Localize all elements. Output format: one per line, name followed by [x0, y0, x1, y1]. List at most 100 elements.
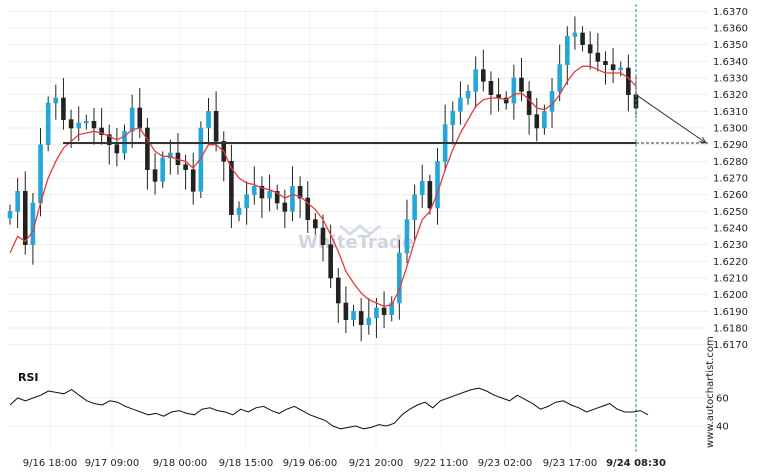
- x-tick-label: 9/22 11:00: [414, 458, 468, 469]
- candles: [7, 16, 639, 342]
- y-tick-label: 1.6330: [713, 74, 748, 85]
- candle-body: [152, 169, 158, 182]
- candle-body: [419, 181, 425, 195]
- x-axis-ticks: 9/16 18:00 9/17 09:00 9/18 00:00 9/18 15:00…: [23, 458, 666, 469]
- candle-body: [290, 186, 295, 212]
- candle-body: [259, 186, 265, 199]
- y-tick-label: 1.6370: [713, 7, 748, 18]
- candle-body: [526, 91, 532, 115]
- candle-body: [450, 111, 456, 125]
- y-tick-label: 1.6250: [713, 207, 748, 218]
- candle-body: [618, 67, 624, 70]
- candle-body: [473, 69, 478, 92]
- candle-body: [190, 169, 196, 192]
- source-text: www.autochartist.com: [705, 336, 716, 448]
- candle-body: [15, 191, 20, 212]
- candle-body: [145, 127, 150, 170]
- candle-body: [503, 97, 509, 104]
- candle-body: [206, 111, 211, 129]
- projection-arrowhead: [699, 136, 708, 144]
- candle-body: [557, 64, 562, 92]
- candle-body: [465, 91, 471, 99]
- rsi-tick-label: 60: [716, 394, 729, 405]
- candle-body: [274, 191, 280, 204]
- y-tick-label: 1.6320: [713, 90, 748, 101]
- candle-body: [404, 219, 410, 254]
- y-tick-label: 1.6230: [713, 240, 748, 251]
- candle-body: [328, 244, 333, 279]
- rsi-panel: RSI 60 40: [9, 371, 729, 433]
- moving-average: [9, 65, 637, 308]
- y-tick-label: 1.6290: [713, 140, 748, 151]
- candle-body: [412, 194, 417, 220]
- candle-body: [481, 69, 486, 82]
- candle-body: [68, 119, 74, 129]
- x-tick-label: 9/16 18:00: [23, 458, 77, 469]
- y-tick-label: 1.6270: [713, 174, 748, 185]
- candle-body: [511, 77, 517, 104]
- candle-body: [160, 157, 165, 182]
- candle-body: [99, 127, 104, 135]
- candle-body: [244, 194, 249, 209]
- y-tick-label: 1.6180: [713, 324, 748, 335]
- candle-body: [435, 161, 440, 209]
- y-tick-label: 1.6340: [713, 57, 748, 68]
- x-tick-label: 9/21 20:00: [349, 458, 403, 469]
- watermark-logo: [339, 224, 381, 236]
- candle-body: [38, 144, 43, 204]
- candle-body: [129, 107, 135, 132]
- candle-body: [351, 311, 356, 320]
- candle-body: [22, 191, 28, 245]
- candle-body: [106, 134, 112, 145]
- candle-body: [587, 44, 593, 54]
- candle-body: [381, 307, 387, 315]
- candle-body: [114, 144, 120, 154]
- candle-body: [564, 36, 570, 65]
- y-tick-label: 1.6240: [713, 224, 748, 235]
- candle-body: [282, 202, 288, 212]
- rsi-tick-label: 40: [716, 422, 729, 433]
- candle-body: [572, 32, 578, 37]
- y-tick-label: 1.6300: [713, 124, 748, 135]
- y-tick-label: 1.6200: [713, 290, 748, 301]
- candle-body: [251, 186, 257, 195]
- candle-body: [53, 97, 59, 104]
- candle-body: [389, 302, 395, 315]
- y-tick-label: 1.6210: [713, 274, 748, 285]
- candle-body: [343, 302, 349, 320]
- candle-body: [366, 317, 372, 325]
- candle-body: [626, 67, 631, 95]
- y-tick-label: 1.6360: [713, 24, 748, 35]
- candle-body: [297, 186, 303, 199]
- candle-body: [519, 77, 524, 92]
- watermark: WhiteTrade: [298, 224, 414, 253]
- candle-body: [488, 81, 494, 95]
- candle-body: [61, 97, 66, 120]
- candle-body: [595, 52, 601, 62]
- candle-body: [397, 252, 402, 304]
- candle-body: [84, 121, 89, 124]
- watermark-text: WhiteTrade: [298, 232, 414, 253]
- x-tick-label: 9/23 02:00: [478, 458, 532, 469]
- candle-body: [603, 61, 608, 65]
- candle-body: [236, 207, 242, 215]
- candle-body: [358, 311, 364, 325]
- candle-body: [91, 121, 97, 129]
- candle-body: [427, 181, 433, 209]
- candle-body: [549, 91, 555, 112]
- candle-body: [7, 211, 13, 219]
- x-tick-label: 9/24 08:30: [606, 458, 666, 469]
- projection-group: [635, 4, 708, 452]
- candle-body: [137, 107, 143, 129]
- candle-body: [542, 111, 547, 129]
- x-tick-label: 9/23 17:00: [543, 458, 597, 469]
- y-axis-ticks: 1.6370 1.6360 1.6350 1.6340 1.6330 1.6320 1.63…: [713, 7, 748, 351]
- candle-body: [458, 97, 463, 112]
- x-tick-label: 9/17 09:00: [85, 458, 139, 469]
- candle-body: [45, 102, 51, 145]
- candle-body: [213, 111, 219, 142]
- y-tick-label: 1.6190: [713, 307, 748, 318]
- y-tick-label: 1.6350: [713, 40, 748, 51]
